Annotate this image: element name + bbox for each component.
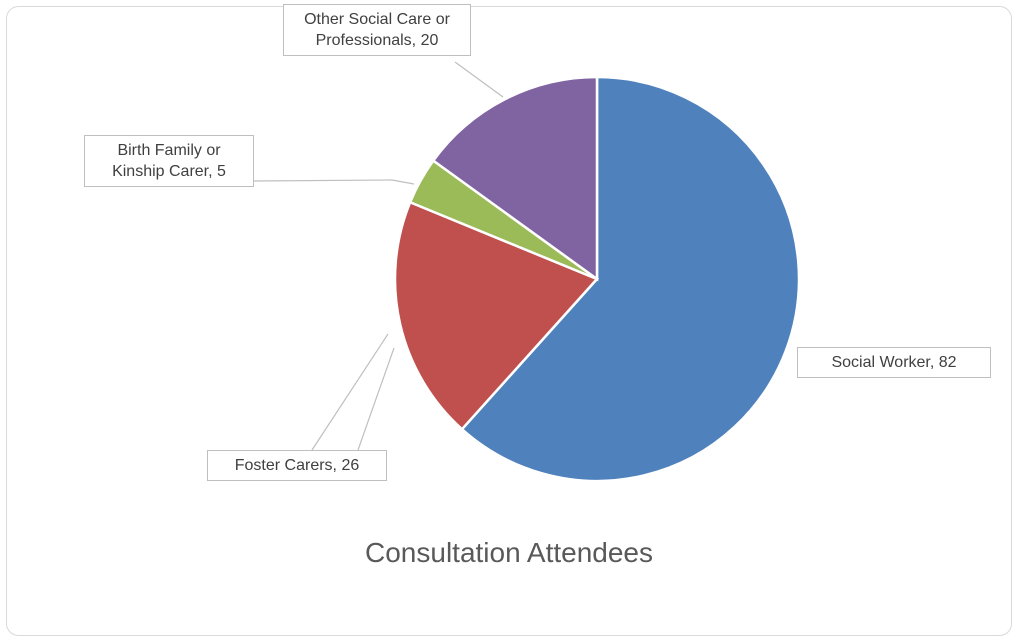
label-value: 82 xyxy=(938,354,957,371)
pie-slice xyxy=(431,75,599,282)
leader-line xyxy=(252,179,415,185)
label-category: Birth Family or Kinship Carer xyxy=(112,142,220,180)
label-value: 5 xyxy=(217,163,226,180)
label-value: 20 xyxy=(420,32,439,49)
leader-line xyxy=(357,347,395,451)
data-label: Social Worker82 xyxy=(797,347,991,378)
label-category: Social Worker xyxy=(831,354,938,371)
leader-line xyxy=(311,333,389,451)
label-category: Foster Carers xyxy=(235,457,342,474)
data-label: Other Social Care or Professionals20 xyxy=(283,4,471,56)
data-label: Birth Family or Kinship Carer5 xyxy=(84,135,254,187)
label-value: 26 xyxy=(341,457,360,474)
chart-title: Consultation Attendees xyxy=(365,537,653,568)
pie xyxy=(393,75,801,483)
pie-slice xyxy=(460,75,801,483)
leader-line xyxy=(454,61,504,98)
data-label: Foster Carers26 xyxy=(207,450,387,481)
leader-lines xyxy=(252,61,504,451)
